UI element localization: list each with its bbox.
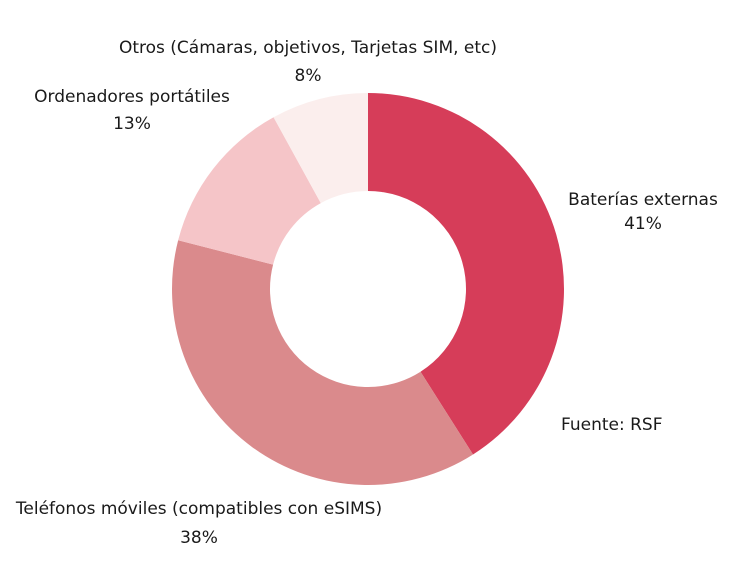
source-note: Fuente: RSF bbox=[561, 415, 663, 435]
slice-label-baterias: Baterías externas bbox=[568, 190, 718, 210]
slice-value-ordenadores: 13% bbox=[113, 114, 151, 134]
donut-slice-2 bbox=[178, 117, 321, 265]
slice-label-ordenadores: Ordenadores portátiles bbox=[34, 87, 230, 107]
slice-label-group-baterias: Baterías externas 41% bbox=[568, 190, 718, 234]
slice-label-telefonos: Teléfonos móviles (compatibles con eSIMS… bbox=[15, 499, 382, 519]
slice-value-baterias: 41% bbox=[624, 214, 662, 234]
donut-slice-0 bbox=[368, 93, 564, 455]
slice-label-otros: Otros (Cámaras, objetivos, Tarjetas SIM,… bbox=[119, 38, 497, 58]
slice-label-group-otros: Otros (Cámaras, objetivos, Tarjetas SIM,… bbox=[119, 38, 497, 86]
slice-value-telefonos: 38% bbox=[180, 528, 218, 548]
donut-slices bbox=[171, 93, 564, 485]
slice-value-otros: 8% bbox=[295, 66, 322, 86]
donut-slice-3 bbox=[273, 93, 368, 204]
slice-label-group-telefonos: Teléfonos móviles (compatibles con eSIMS… bbox=[15, 499, 382, 548]
slice-label-group-ordenadores: Ordenadores portátiles 13% bbox=[34, 87, 230, 134]
donut-slice-1 bbox=[171, 240, 474, 485]
